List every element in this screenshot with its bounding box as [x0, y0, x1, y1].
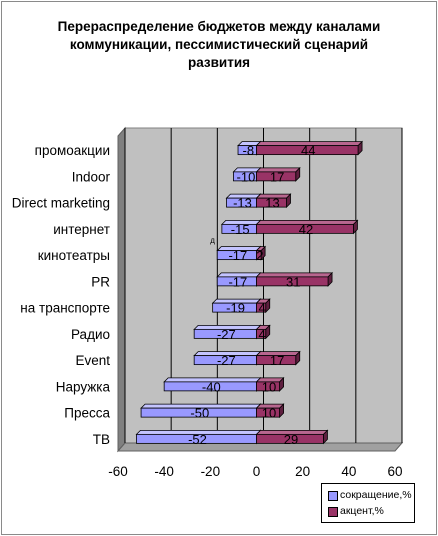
category-label: Indoor [72, 169, 111, 184]
data-label-accent: 29 [284, 432, 298, 447]
category-label: Радио [71, 327, 110, 342]
bar-accent [256, 407, 280, 418]
bar-accent [256, 381, 280, 392]
annotation-label: д [210, 236, 215, 245]
data-label-reduction: -17 [228, 248, 247, 263]
category-label: PR [91, 274, 110, 289]
data-label-accent: 17 [270, 169, 284, 184]
category-label: Пресса [64, 406, 110, 421]
category-label: кинотеатры [38, 248, 110, 263]
legend: сокращение,% акцент,% [321, 483, 415, 523]
x-tick-label: -20 [201, 464, 221, 479]
legend-label: сокращение,% [340, 489, 412, 501]
data-label-reduction: -10 [237, 169, 256, 184]
plot-side-wall [117, 126, 126, 453]
bar-accent [256, 197, 287, 208]
bar-accent [256, 328, 267, 339]
data-label-accent: 31 [286, 274, 300, 289]
bar-accent [256, 171, 297, 182]
category-label: промоакции [35, 143, 110, 158]
x-tick-label: 60 [387, 464, 402, 479]
data-label-reduction: -19 [226, 301, 245, 316]
legend-swatch-reduction [328, 491, 338, 501]
data-label-reduction: -17 [228, 274, 247, 289]
bar-accent [256, 276, 329, 287]
data-label-accent: 2 [256, 248, 263, 263]
data-label-reduction: -52 [188, 432, 207, 447]
chart-title-line: Перераспределение бюджетов между каналам… [57, 19, 381, 34]
x-tick-label: 20 [295, 464, 310, 479]
bar-accent [256, 433, 324, 444]
plot-floor [116, 442, 404, 452]
legend-swatch-accent [328, 507, 338, 517]
category-label: Event [75, 353, 110, 368]
data-label-accent: 42 [299, 222, 313, 237]
data-label-reduction: -27 [217, 353, 236, 368]
category-label: Direct marketing [12, 196, 110, 211]
x-tick-label: 0 [253, 464, 261, 479]
bar-accent [256, 145, 359, 156]
data-label-reduction: -27 [217, 327, 236, 342]
category-label: на транспорте [20, 301, 110, 316]
category-label: ТВ [93, 432, 110, 447]
bar-accent [256, 355, 297, 366]
data-label-accent: 13 [265, 196, 279, 211]
category-label: Наружка [56, 379, 111, 394]
chart-title-line: коммуникации, пессимистический сценарий [69, 37, 369, 52]
data-label-reduction: -40 [202, 379, 221, 394]
x-tick-label: -60 [108, 464, 128, 479]
data-label-accent: 44 [301, 143, 315, 158]
x-tick-label: 40 [341, 464, 356, 479]
data-label-accent: 17 [270, 353, 284, 368]
data-label-reduction: -50 [190, 406, 209, 421]
category-label: интернет [53, 222, 110, 237]
legend-label: акцент,% [340, 505, 384, 517]
data-label-accent: 10 [262, 379, 276, 394]
chart-title: Перераспределение бюджетов между каналам… [0, 18, 438, 72]
bar-accent [256, 250, 262, 261]
data-label-reduction: -15 [231, 222, 250, 237]
x-tick-label: -40 [154, 464, 174, 479]
data-label-accent: 4 [258, 301, 265, 316]
data-label-accent: 10 [262, 406, 276, 421]
data-label-accent: 4 [258, 327, 265, 342]
chart-title-line: развития [187, 55, 250, 70]
bar-accent [256, 302, 267, 313]
bar-accent [256, 223, 354, 234]
data-label-reduction: -13 [233, 196, 252, 211]
data-label-reduction: -8 [242, 143, 254, 158]
